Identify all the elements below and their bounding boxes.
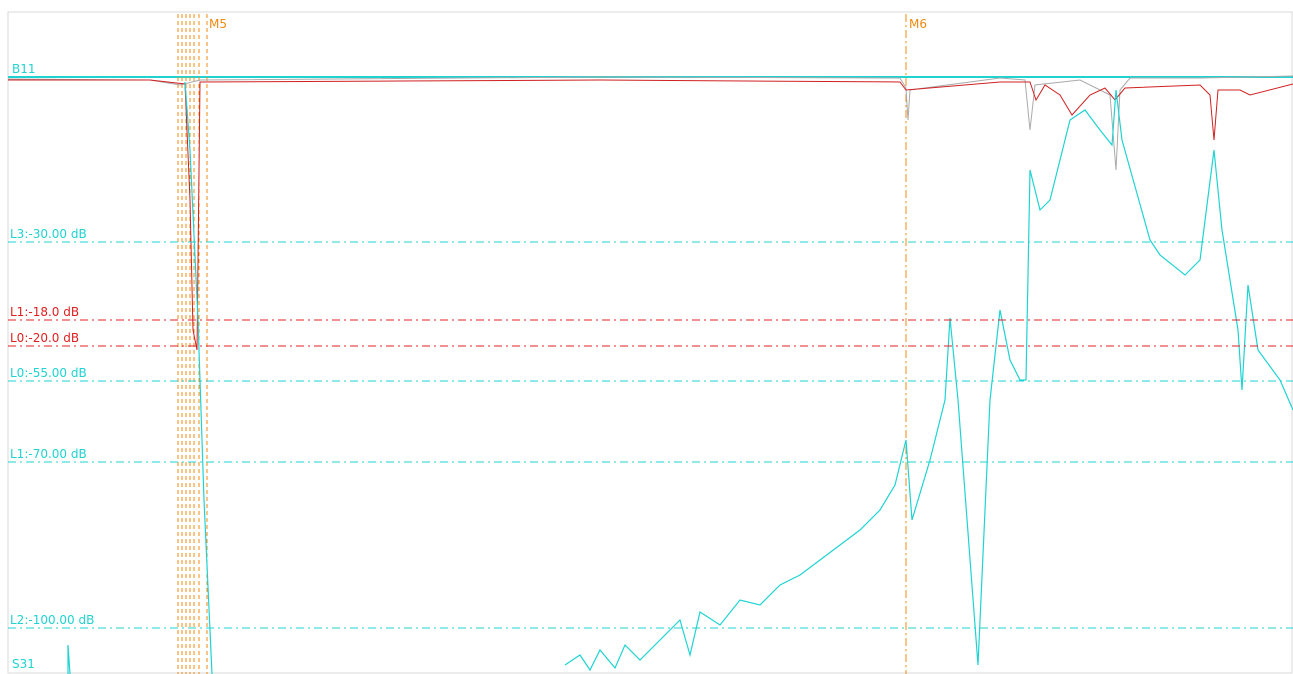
limit-label: L2:-100.00 dB bbox=[10, 613, 94, 627]
limit-label: L1:-18.0 dB bbox=[10, 305, 79, 319]
grey-trace bbox=[7, 75, 1293, 171]
trace-label: S31 bbox=[12, 657, 35, 671]
marker-label: M6 bbox=[909, 17, 927, 31]
limit-label: L0:-55.00 dB bbox=[10, 366, 87, 380]
marker-label: M5 bbox=[209, 17, 227, 31]
cyan-trace bbox=[67, 644, 71, 674]
limit-label: L3:-30.00 dB bbox=[10, 227, 87, 241]
limit-label: L1:-70.00 dB bbox=[10, 447, 87, 461]
cyan-trace bbox=[184, 81, 213, 674]
plot-frame bbox=[7, 11, 1293, 674]
red-trace bbox=[8, 79, 1293, 351]
trace-label: B11 bbox=[12, 62, 36, 76]
limit-lines: L3:-30.00 dB L1:-18.0 dB L0:-20.0 dB L0:-55… bbox=[8, 227, 1293, 629]
limit-label: L0:-20.0 dB bbox=[10, 331, 79, 345]
cyan-trace bbox=[564, 89, 1293, 672]
